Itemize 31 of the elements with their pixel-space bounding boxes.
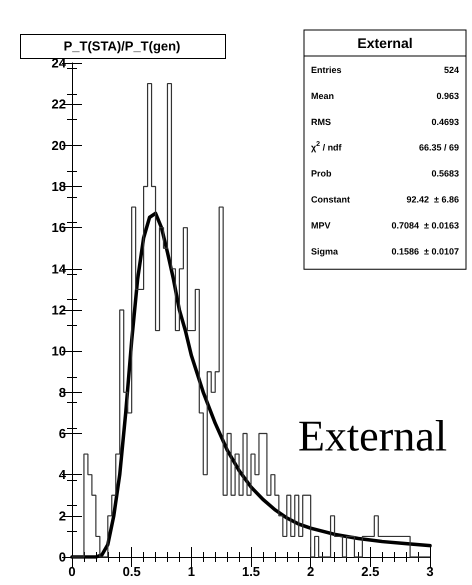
annotation: 92.42 ± 6.86	[406, 194, 459, 204]
text: 0.963	[436, 90, 459, 101]
x-tick-label: 1	[188, 564, 195, 579]
annotation: 66.35 / 69	[418, 142, 459, 153]
annotation: 0.1586 ± 0.0107	[392, 246, 459, 256]
annotation: Constant	[311, 194, 350, 204]
annotation: MPV	[311, 220, 331, 230]
annotation: External	[298, 412, 448, 460]
text: 524	[444, 65, 459, 75]
annotation: RMS	[311, 116, 331, 127]
y-tick-label: 18	[52, 179, 66, 194]
chart-title: P_T(STA)/P_T(gen)	[64, 38, 180, 54]
y-tick-label: 16	[52, 220, 66, 236]
x-tick-label: 2	[307, 564, 314, 579]
text: 0.4693	[431, 116, 459, 127]
y-tick-label: 20	[52, 138, 66, 153]
text: 0.5683	[431, 168, 459, 179]
x-tick-label: 1.5	[242, 564, 260, 579]
x-tick-label: 0.5	[122, 564, 141, 579]
annotation: Mean	[311, 90, 334, 101]
x-tick-label: 3	[426, 564, 434, 579]
annotation: Prob	[311, 168, 332, 179]
x-tick-label: 2.5	[361, 564, 380, 579]
y-tick-label: 22	[52, 96, 66, 112]
y-tick-label: 12	[52, 302, 66, 318]
annotation: Sigma	[311, 246, 340, 256]
text: External	[357, 35, 413, 51]
annotation: 0.7084 ± 0.0163	[392, 220, 459, 230]
y-tick-label: 14	[52, 261, 67, 276]
y-tick-label: 10	[52, 344, 66, 359]
annotation: Entries	[311, 65, 342, 75]
